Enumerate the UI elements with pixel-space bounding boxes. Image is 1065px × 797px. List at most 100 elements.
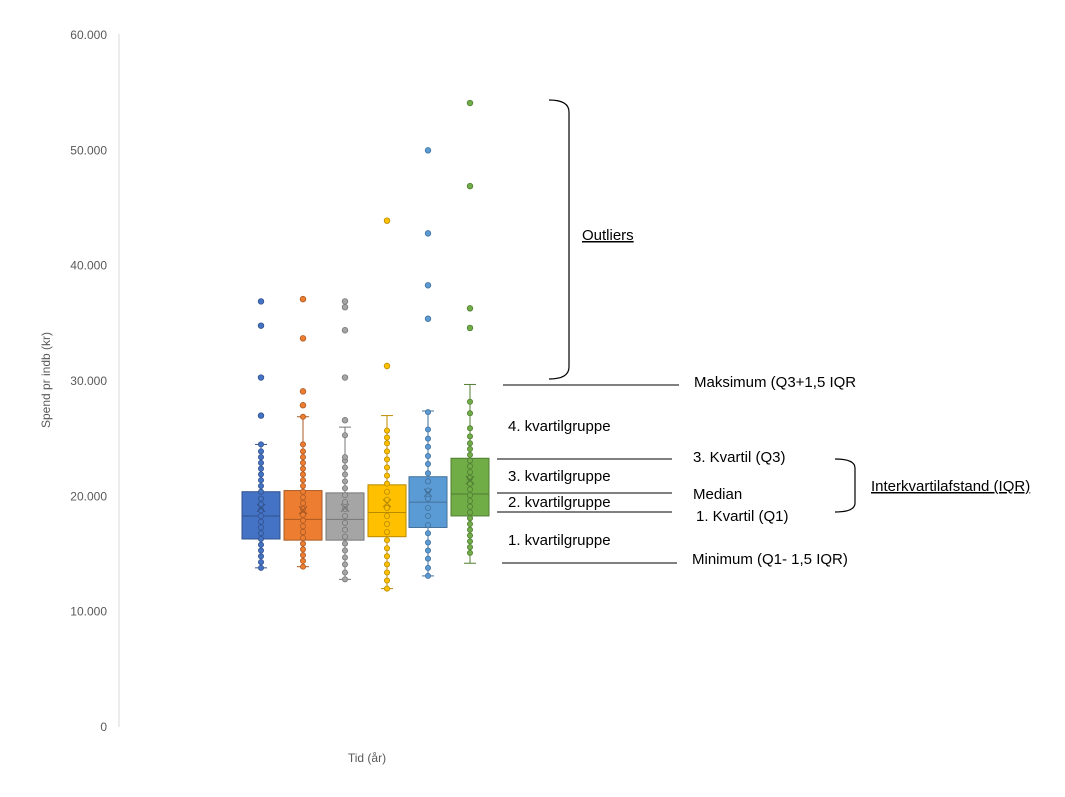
data-point — [466, 440, 473, 447]
data-point — [424, 547, 431, 554]
data-point — [299, 465, 306, 472]
data-point — [424, 443, 431, 450]
outlier-point — [466, 305, 474, 312]
data-point — [257, 465, 264, 472]
outliers-label: Outliers — [582, 227, 634, 244]
data-point — [383, 427, 390, 434]
outlier-point — [466, 182, 474, 190]
data-point — [341, 454, 348, 461]
data-point — [383, 464, 390, 471]
outlier-point — [424, 230, 432, 237]
box-series-5 — [408, 147, 448, 579]
data-point — [466, 480, 473, 487]
mean-marker — [298, 505, 308, 515]
box-series-3 — [325, 298, 365, 583]
data-point — [341, 554, 348, 561]
data-point — [383, 585, 390, 592]
mean-marker — [382, 498, 392, 508]
data-point — [466, 521, 473, 528]
data-point — [257, 471, 264, 478]
data-point — [466, 446, 473, 453]
data-point — [257, 564, 264, 571]
mean-marker — [256, 503, 266, 513]
annotation-lines — [497, 384, 679, 564]
data-point — [299, 488, 306, 495]
data-point — [257, 559, 264, 566]
data-point — [466, 509, 473, 516]
data-point — [383, 472, 390, 479]
data-point — [299, 500, 306, 507]
group1-label: 1. kvartilgruppe — [508, 532, 611, 549]
data-point — [341, 432, 348, 439]
y-tick-label: 50.000 — [70, 143, 107, 157]
data-point — [341, 526, 348, 533]
data-point — [299, 517, 306, 524]
data-point — [257, 530, 264, 537]
data-point — [466, 457, 473, 464]
data-point — [341, 512, 348, 519]
x-axis-title: Tid (år) — [348, 751, 386, 765]
y-tick-label: 0 — [100, 720, 107, 734]
data-point — [257, 495, 264, 502]
data-point — [299, 540, 306, 547]
data-point — [341, 561, 348, 568]
outlier-point — [424, 147, 432, 154]
data-point — [383, 577, 390, 584]
data-point — [424, 426, 431, 433]
data-point — [424, 512, 431, 519]
data-point — [383, 529, 390, 536]
outlier-point — [299, 402, 307, 409]
data-point — [383, 434, 390, 441]
data-point — [466, 398, 473, 405]
outlier-point — [466, 99, 474, 107]
data-point — [257, 477, 264, 484]
y-tick-label: 40.000 — [70, 259, 107, 273]
data-point — [341, 519, 348, 526]
data-point — [466, 497, 473, 504]
data-point — [383, 512, 390, 519]
outlier-point — [341, 298, 349, 305]
data-point — [257, 518, 264, 525]
outlier-point — [341, 417, 349, 424]
data-point — [299, 563, 306, 570]
iqr-bracket — [834, 458, 856, 513]
data-point — [299, 441, 306, 448]
data-point — [341, 464, 348, 471]
data-point — [424, 435, 431, 442]
data-point — [424, 461, 431, 468]
data-point — [341, 547, 348, 554]
data-point — [383, 456, 390, 463]
data-point — [341, 506, 348, 513]
data-point — [299, 529, 306, 536]
outlier-point — [341, 303, 349, 311]
box-series-2 — [283, 295, 323, 570]
data-point — [466, 451, 473, 458]
data-point — [341, 576, 348, 583]
outlier-point — [299, 335, 307, 342]
data-point — [341, 471, 348, 478]
iqr-label: Interkvartilafstand (IQR) — [871, 478, 1030, 495]
data-point — [383, 561, 390, 568]
data-point — [257, 488, 264, 495]
outlier-point — [299, 388, 307, 395]
data-point — [466, 538, 473, 545]
data-point — [383, 569, 390, 576]
data-point — [299, 523, 306, 530]
outlier-point — [257, 322, 265, 329]
data-point — [299, 557, 306, 564]
data-point — [466, 486, 473, 493]
data-point — [257, 501, 264, 508]
outlier-point — [424, 315, 432, 322]
data-point — [383, 553, 390, 560]
data-point — [257, 541, 264, 548]
data-point — [424, 452, 431, 459]
box-series-6 — [450, 99, 490, 564]
box-series-1 — [241, 298, 281, 571]
data-point — [299, 477, 306, 484]
data-point — [424, 470, 431, 477]
data-point — [383, 488, 390, 495]
data-point — [466, 492, 473, 499]
data-point — [299, 546, 306, 553]
data-point — [466, 544, 473, 551]
